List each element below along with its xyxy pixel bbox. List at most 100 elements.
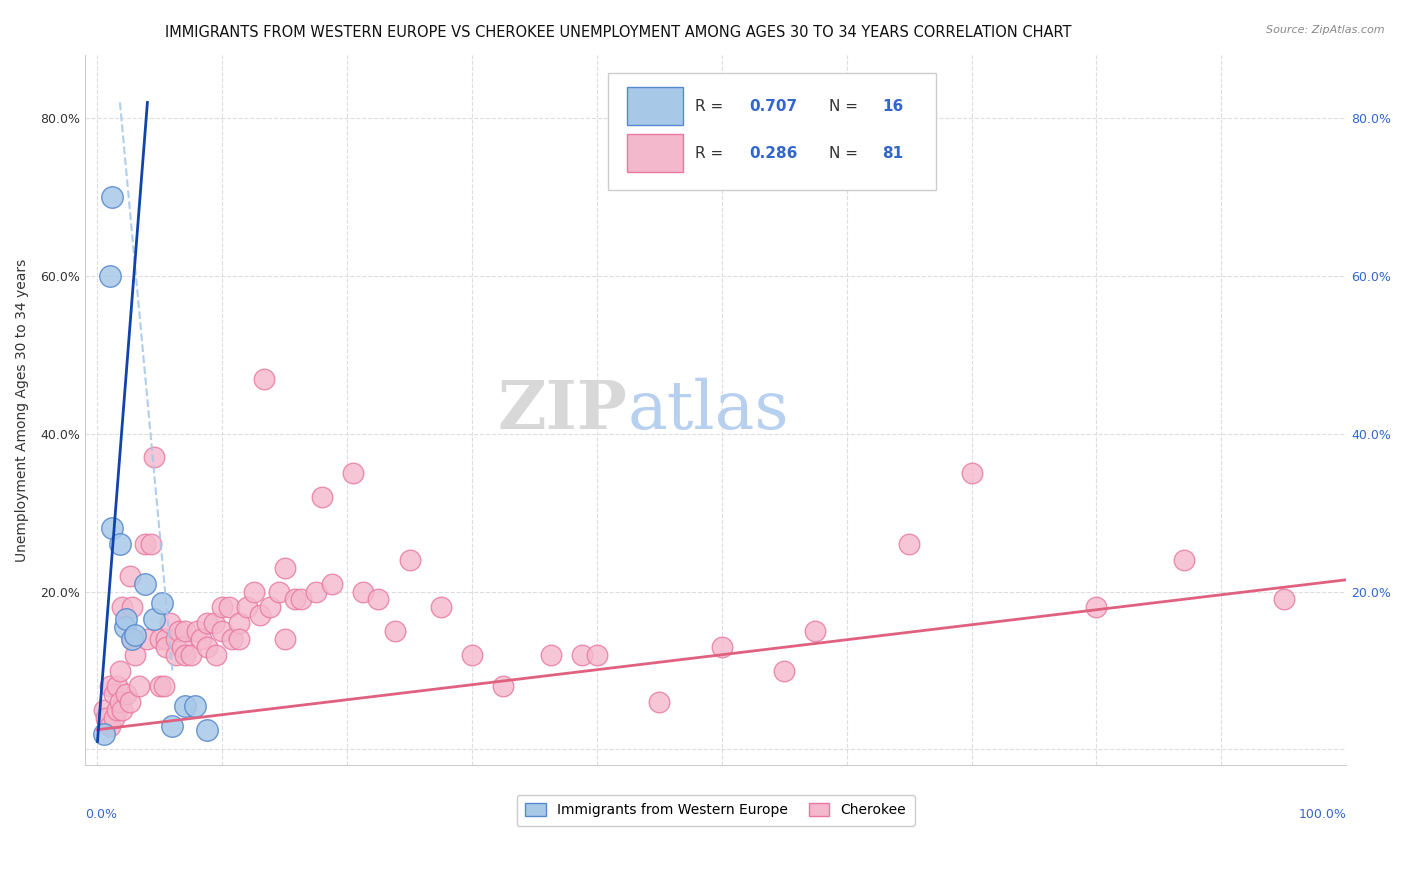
Point xyxy=(118,695,141,709)
Point xyxy=(274,632,297,646)
Point xyxy=(98,679,121,693)
Point xyxy=(141,537,163,551)
Point xyxy=(173,698,195,713)
Point xyxy=(228,616,250,631)
Point xyxy=(93,703,115,717)
Point xyxy=(149,679,172,693)
Point xyxy=(242,584,264,599)
Point xyxy=(107,679,129,693)
Point xyxy=(398,553,420,567)
Point xyxy=(311,490,333,504)
Point xyxy=(648,695,671,709)
Point xyxy=(101,190,124,204)
Point xyxy=(167,624,190,638)
Point xyxy=(773,664,796,678)
Text: 0.707: 0.707 xyxy=(749,99,797,114)
Text: atlas: atlas xyxy=(627,377,789,442)
Text: 0.0%: 0.0% xyxy=(84,808,117,821)
Point xyxy=(898,537,921,551)
Point xyxy=(96,711,118,725)
Point xyxy=(108,695,131,709)
Point xyxy=(461,648,484,662)
Point xyxy=(367,592,389,607)
Text: Source: ZipAtlas.com: Source: ZipAtlas.com xyxy=(1267,25,1385,35)
Point xyxy=(195,640,218,654)
Point xyxy=(384,624,406,638)
Point xyxy=(571,648,593,662)
Point xyxy=(108,537,131,551)
Point xyxy=(155,632,177,646)
Text: IMMIGRANTS FROM WESTERN EUROPE VS CHEROKEE UNEMPLOYMENT AMONG AGES 30 TO 34 YEAR: IMMIGRANTS FROM WESTERN EUROPE VS CHEROK… xyxy=(166,25,1071,40)
Point xyxy=(150,597,173,611)
Point xyxy=(142,612,165,626)
Point xyxy=(195,723,218,737)
Y-axis label: Unemployment Among Ages 30 to 34 years: Unemployment Among Ages 30 to 34 years xyxy=(15,259,30,562)
Text: N =: N = xyxy=(830,99,863,114)
Point xyxy=(252,371,274,385)
Point xyxy=(259,600,281,615)
Point xyxy=(249,608,271,623)
Point xyxy=(115,687,138,701)
Text: ZIP: ZIP xyxy=(498,377,627,442)
Point xyxy=(107,703,129,717)
Point xyxy=(165,632,187,646)
Point xyxy=(1173,553,1195,567)
Point xyxy=(205,648,228,662)
Point xyxy=(586,648,609,662)
Point xyxy=(103,711,125,725)
Point xyxy=(305,584,328,599)
Point xyxy=(710,640,733,654)
Point xyxy=(121,632,143,646)
Point xyxy=(492,679,515,693)
Text: N =: N = xyxy=(830,145,863,161)
Legend: Immigrants from Western Europe, Cherokee: Immigrants from Western Europe, Cherokee xyxy=(516,795,914,826)
Point xyxy=(342,467,364,481)
Point xyxy=(115,612,138,626)
Point xyxy=(98,268,121,283)
Point xyxy=(290,592,312,607)
Point xyxy=(211,624,233,638)
Point xyxy=(267,584,290,599)
Point xyxy=(165,648,187,662)
FancyBboxPatch shape xyxy=(627,134,683,172)
Point xyxy=(960,467,983,481)
Point xyxy=(284,592,307,607)
Point xyxy=(162,719,184,733)
Point xyxy=(430,600,453,615)
Point xyxy=(186,624,208,638)
Point xyxy=(184,698,207,713)
Point xyxy=(121,600,143,615)
Point xyxy=(152,679,174,693)
Point xyxy=(124,628,146,642)
Point xyxy=(352,584,374,599)
Point xyxy=(98,719,121,733)
Point xyxy=(159,616,181,631)
Point xyxy=(114,620,136,634)
Point xyxy=(134,537,156,551)
Point xyxy=(1085,600,1108,615)
Point xyxy=(93,726,115,740)
Point xyxy=(101,521,124,535)
Point xyxy=(804,624,827,638)
Point xyxy=(274,561,297,575)
Point xyxy=(103,687,125,701)
Point xyxy=(218,600,240,615)
Point xyxy=(124,648,146,662)
Point xyxy=(155,640,177,654)
Point xyxy=(221,632,243,646)
Point xyxy=(195,616,218,631)
Point xyxy=(173,624,195,638)
Point xyxy=(142,450,165,465)
Point xyxy=(121,632,143,646)
Point xyxy=(128,679,150,693)
Point xyxy=(149,632,172,646)
Text: 81: 81 xyxy=(882,145,903,161)
Point xyxy=(136,632,159,646)
FancyBboxPatch shape xyxy=(627,87,683,126)
Text: R =: R = xyxy=(696,145,728,161)
Point xyxy=(173,648,195,662)
FancyBboxPatch shape xyxy=(609,73,936,190)
Point xyxy=(111,600,134,615)
Point xyxy=(108,664,131,678)
Point xyxy=(111,703,134,717)
